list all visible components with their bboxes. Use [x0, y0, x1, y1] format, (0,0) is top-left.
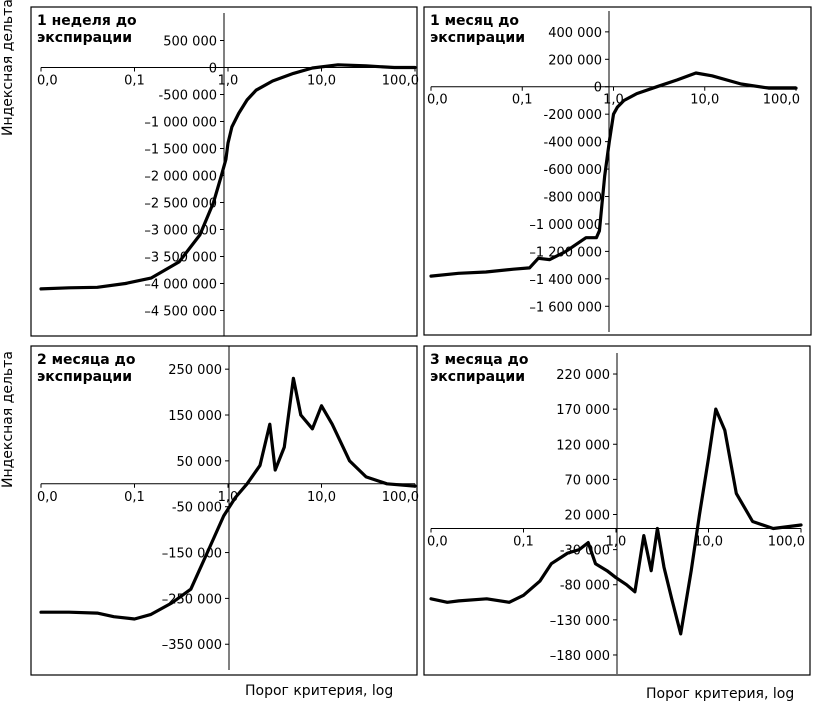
panel-4-x-tick-label: 1,0: [606, 535, 627, 550]
panel-4-y-tick-label: 20 000: [565, 509, 611, 524]
panel-4-series-line: [429, 407, 803, 636]
panel-1-x-tick-label: 0,0: [37, 74, 58, 89]
panel-2-y-tick-label: -600 000: [544, 163, 602, 178]
panel-4-y-tick-label: –180 000: [550, 649, 610, 664]
panel-3-y-tick-label: 150 000: [168, 409, 222, 424]
x-axis-label-left: Порог критерия, log: [245, 683, 394, 699]
panel-1-y-tick-label: -500 000: [159, 89, 217, 104]
panel-1-y-tick-label: –1 000 000: [144, 116, 217, 131]
panel-3-x-tick-label: 100,0: [382, 490, 419, 505]
panel-1-x-tick-label: 10,0: [307, 74, 336, 89]
panel-2-x-tick-label: 0,1: [512, 93, 533, 108]
panel-4-y-tick-label: 170 000: [556, 403, 610, 418]
panel-2-y-tick-label: –1 400 000: [529, 273, 602, 288]
panel-1-y-tick-label: –1 500 000: [144, 143, 217, 158]
panel-1-x-tick-label: 100,0: [382, 74, 419, 89]
panel-3-x-tick-label: 0,1: [124, 490, 145, 505]
panel-3-y-tick-label: 250 000: [168, 363, 222, 378]
y-axis-label-bottom: Индексная дельта: [0, 351, 16, 488]
panel-2-y-tick-label: –1 600 000: [529, 300, 602, 315]
panel-2-x-tick-label: 10,0: [690, 93, 719, 108]
panel-2-frame: [423, 6, 812, 336]
y-axis-label-top: Индексная дельта: [0, 0, 16, 136]
panel-3-x-tick-label: 10,0: [307, 490, 336, 505]
panel-4-x-tick-label: 0,1: [513, 535, 534, 550]
panel-2-series-line: [429, 71, 798, 278]
panel-1-y-tick-label: 500 000: [163, 35, 217, 50]
panel-1-y-tick-label: –2 500 000: [144, 197, 217, 212]
panel-1-y-tick-label: –2 000 000: [144, 170, 217, 185]
panel-2-y-tick-label: –1 000 000: [529, 218, 602, 233]
panel-1-y-tick-label: –4 500 000: [144, 305, 217, 320]
panel-2-x-tick-label: 100,0: [763, 93, 800, 108]
panel-2-y-tick-label: -800 000: [544, 191, 602, 206]
panel-3-series-line: [39, 376, 417, 621]
panel-3-y-tick-label: 50 000: [177, 455, 223, 470]
panel-3-y-tick-label: –350 000: [162, 638, 222, 653]
panel-3-frame: [30, 345, 418, 676]
panel-4-y-tick-label: -30 000: [560, 544, 610, 559]
panel-4-y-tick-label: -80 000: [560, 579, 610, 594]
panel-1-x-tick-label: 1,0: [218, 74, 239, 89]
panel-1-x-tick-label: 0,1: [124, 74, 145, 89]
panel-3-title: 2 месяца до экспирации: [37, 352, 136, 385]
panel-4-y-tick-label: 220 000: [556, 368, 610, 383]
panel-2-y-tick-label: -200 000: [544, 108, 602, 123]
panel-4-x-tick-label: 100,0: [768, 535, 805, 550]
x-axis-label-right: Порог критерия, log: [646, 686, 795, 702]
panel-3-y-tick-label: -50 000: [172, 501, 222, 516]
panel-4-y-tick-label: 120 000: [556, 438, 610, 453]
panel-1-y-tick-label: 0: [209, 62, 217, 77]
panel-4-frame: [423, 345, 811, 676]
panel-1-title: 1 неделя до экспирации: [37, 13, 137, 46]
panel-1-y-tick-label: –3 000 000: [144, 224, 217, 239]
panel-1-series-line: [39, 63, 417, 291]
panel-3-x-tick-label: 0,0: [37, 490, 58, 505]
panel-2-y-tick-label: 400 000: [548, 26, 602, 41]
panel-4-title: 3 месяца до экспирации: [430, 352, 529, 385]
panel-4-y-tick-label: –130 000: [550, 614, 610, 629]
panel-2-title: 1 месяц до экспирации: [430, 13, 525, 46]
panel-1-y-tick-label: –4 000 000: [144, 278, 217, 293]
panel-2-y-tick-label: 0: [594, 81, 602, 96]
panel-4-y-tick-label: 70 000: [565, 473, 611, 488]
panel-3-y-tick-label: –250 000: [162, 592, 222, 607]
panel-4-x-tick-label: 10,0: [694, 535, 723, 550]
panel-4-x-tick-label: 0,0: [427, 535, 448, 550]
panel-2-y-tick-label: -400 000: [544, 136, 602, 151]
panel-2-x-tick-label: 0,0: [427, 93, 448, 108]
panel-3-y-tick-label: –150 000: [162, 547, 222, 562]
panel-2-y-tick-label: 200 000: [548, 53, 602, 68]
